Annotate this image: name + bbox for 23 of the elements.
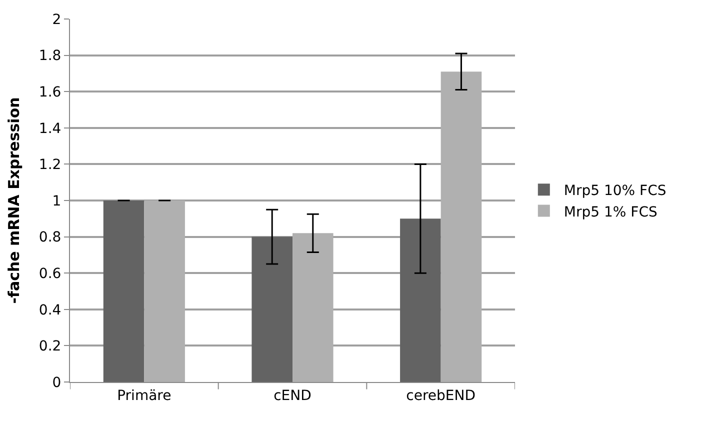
y-tick-label: 1.2 <box>38 157 62 174</box>
y-tick-label: 0.6 <box>38 266 62 282</box>
y-tick-label: 0.2 <box>38 338 62 355</box>
bar <box>400 218 441 382</box>
x-tick-label: cerebEND <box>406 388 476 404</box>
y-tick-label: 1.6 <box>38 84 62 100</box>
y-tick-label: 1.8 <box>38 48 62 64</box>
y-tick-label: 2 <box>52 12 62 28</box>
y-tick-label: 0 <box>52 374 62 391</box>
legend-label: Mrp5 1% FCS <box>564 204 658 220</box>
bar <box>252 236 292 382</box>
y-tick-label: 0.8 <box>38 230 62 246</box>
bar <box>103 200 144 382</box>
y-tick-label: 1.4 <box>38 120 62 137</box>
y-tick-label: 1 <box>52 193 62 210</box>
x-tick-label: cEND <box>274 388 312 404</box>
bar <box>144 200 185 382</box>
bar <box>440 72 482 382</box>
x-tick-label: Primäre <box>117 388 172 404</box>
legend-label: Mrp5 10% FCS <box>564 183 666 200</box>
y-tick-label: 0.4 <box>38 302 62 318</box>
y-axis-title: -fache mRNA Expression <box>5 97 24 304</box>
bar <box>292 233 334 382</box>
